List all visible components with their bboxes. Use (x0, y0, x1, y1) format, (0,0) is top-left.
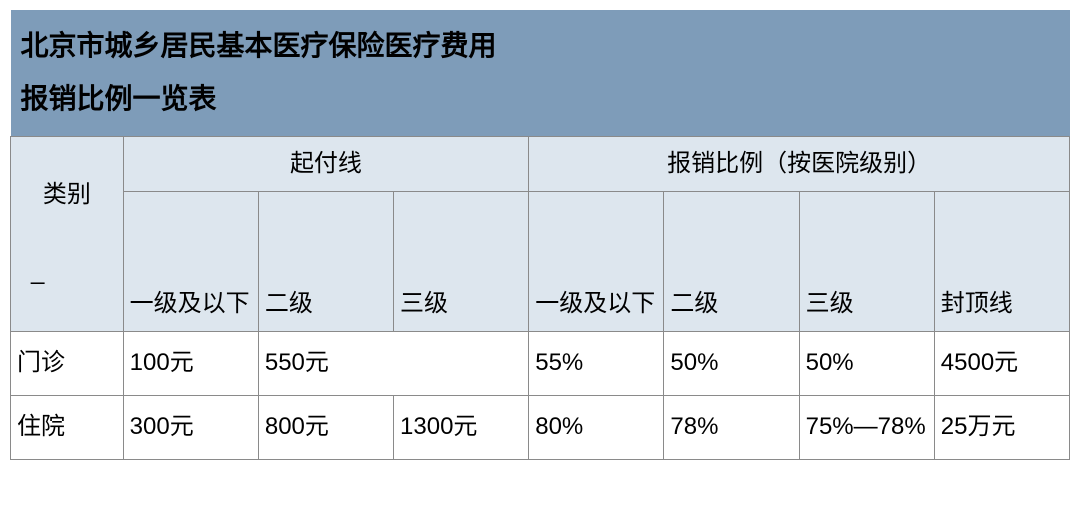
header-ratio-cap: 封顶线 (934, 191, 1069, 331)
header-deductible-lvl1: 一级及以下 (123, 191, 258, 331)
header-ratio-lvl2: 二级 (664, 191, 799, 331)
cell-ratio-cap: 25万元 (934, 395, 1069, 459)
cell-deductible-lvl2: 800元 (258, 395, 393, 459)
cell-deductible-lvl1: 300元 (123, 395, 258, 459)
cell-deductible-lvl3: 1300元 (394, 395, 529, 459)
cell-deductible-lvl2-lvl3-merged: 550元 (258, 331, 528, 395)
header-deductible-group: 起付线 (123, 136, 529, 191)
header-deductible-lvl2: 二级 (258, 191, 393, 331)
table-row: 住院 300元 800元 1300元 80% 78% 75%—78% 25万元 (11, 395, 1070, 459)
cell-ratio-lvl1: 55% (529, 331, 664, 395)
table-row: 门诊 100元 550元 55% 50% 50% 4500元 (11, 331, 1070, 395)
cell-category: 门诊 (11, 331, 124, 395)
cell-ratio-lvl2: 78% (664, 395, 799, 459)
cell-ratio-lvl2: 50% (664, 331, 799, 395)
header-category: 类别 _ (11, 136, 124, 331)
cell-ratio-lvl3: 50% (799, 331, 934, 395)
cell-category: 住院 (11, 395, 124, 459)
header-category-footnote: _ (17, 253, 117, 291)
cell-ratio-lvl1: 80% (529, 395, 664, 459)
header-ratio-lvl3: 三级 (799, 191, 934, 331)
title-row-1: 北京市城乡居民基本医疗保险医疗费用 (11, 10, 1070, 73)
header-sub-row: 一级及以下 二级 三级 一级及以下 二级 三级 封顶线 (11, 191, 1070, 331)
table-title-line1: 北京市城乡居民基本医疗保险医疗费用 (11, 10, 1070, 73)
cell-ratio-lvl3: 75%—78% (799, 395, 934, 459)
title-row-2: 报销比例一览表 (11, 73, 1070, 136)
header-deductible-lvl3: 三级 (394, 191, 529, 331)
header-category-label: 类别 (43, 181, 91, 208)
reimbursement-table: 北京市城乡居民基本医疗保险医疗费用 报销比例一览表 类别 _ 起付线 报销比例（… (10, 10, 1070, 460)
cell-deductible-lvl1: 100元 (123, 331, 258, 395)
header-group-row: 类别 _ 起付线 报销比例（按医院级别） (11, 136, 1070, 191)
table-title-line2: 报销比例一览表 (11, 73, 1070, 136)
header-ratio-lvl1: 一级及以下 (529, 191, 664, 331)
cell-ratio-cap: 4500元 (934, 331, 1069, 395)
reimbursement-table-container: 北京市城乡居民基本医疗保险医疗费用 报销比例一览表 类别 _ 起付线 报销比例（… (10, 10, 1070, 460)
header-ratio-group: 报销比例（按医院级别） (529, 136, 1070, 191)
